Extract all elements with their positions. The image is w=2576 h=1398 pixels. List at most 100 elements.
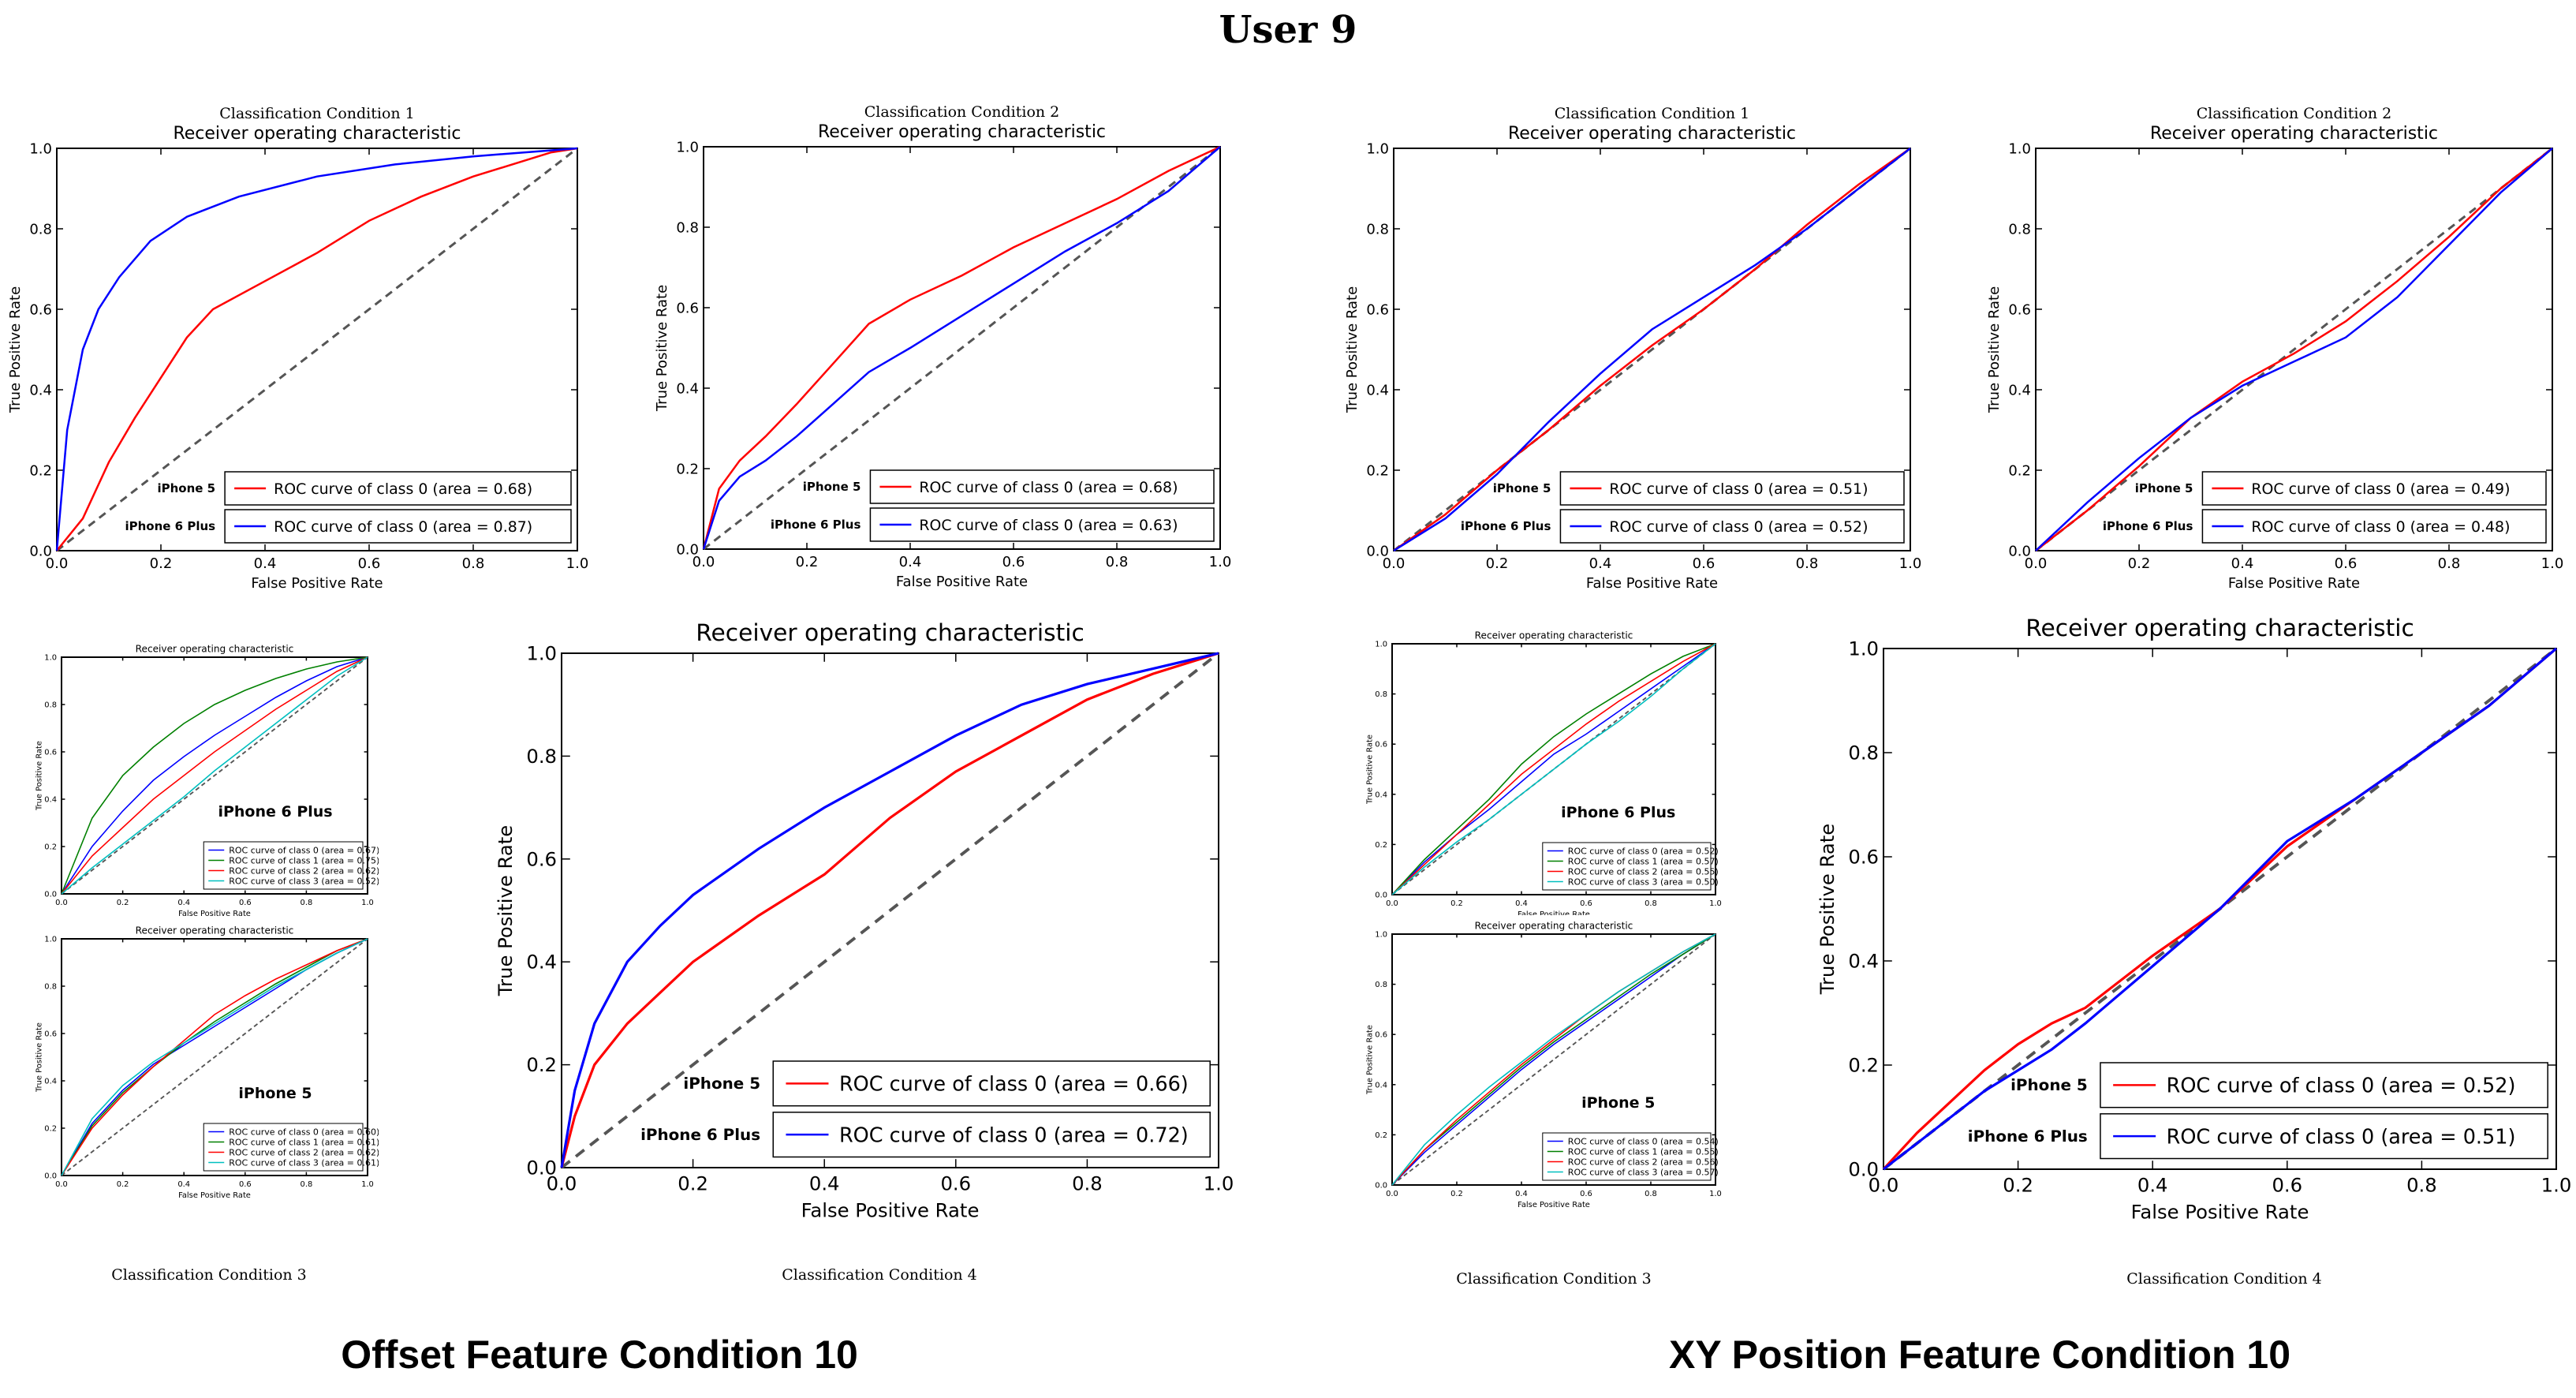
x-tick-label: 0.4 [177,1180,190,1189]
chance-diagonal [61,938,368,1176]
roc-curve-green [1391,933,1716,1186]
legend-entry: ROC curve of class 1 (area = 0.61) [229,1138,379,1148]
y-tick-label: 0.6 [29,301,52,318]
legend-box [1559,471,1905,506]
y-tick-label: 0.8 [1375,690,1387,699]
y-tick-label: 0.4 [1366,382,1389,398]
x-tick-label: 0.8 [462,555,485,572]
legend-entry: ROC curve of class 3 (area = 0.57) [1568,1168,1719,1178]
y-tick-label: 1.0 [1375,640,1387,649]
y-axis-label: True Positive Rate [1344,286,1361,413]
x-tick-label: 0.8 [2406,1173,2437,1196]
y-tick-label: 0.2 [526,1053,557,1076]
x-tick-label: 0.8 [1645,899,1657,908]
x-tick-label: 0.8 [301,1180,313,1189]
y-tick-label: 0.6 [1848,846,1879,869]
x-tick-label: 1.0 [1209,554,1232,570]
x-tick-label: 0.0 [693,554,715,570]
x-tick-label: 0.8 [301,899,313,907]
x-tick-label: 0.4 [899,554,922,570]
chart-suptitle: Classification Condition 2 [2197,105,2392,122]
chance-diagonal [703,145,1221,551]
y-tick-label: 0.8 [44,982,57,991]
chart-suptitle: Classification Condition 1 [219,105,415,122]
x-tick-label: 0.4 [1589,555,1612,572]
y-tick-label: 0.4 [526,951,557,974]
chart-suptitle: Classification Condition 1 [1555,105,1750,122]
chart-title: Receiver operating characteristic [1475,630,1633,641]
x-tick-label: 0.8 [1106,554,1129,570]
x-tick-label: 0.0 [46,555,69,572]
y-tick-label: 0.6 [44,748,57,757]
legend-box [224,471,572,506]
legend-entry: ROC curve of class 3 (area = 0.50) [1568,877,1719,888]
y-tick-label: 0.0 [1375,891,1387,899]
y-tick-label: 0.6 [1375,1031,1387,1040]
xy-condition-1-roc-chart: Classification Condition 1 Receiver opera… [1344,105,1921,592]
y-tick-label: 0.4 [2008,382,2031,398]
y-tick-label: 0.4 [29,382,52,398]
y-tick-label: 0.0 [44,1172,57,1180]
x-tick-label: 0.6 [1693,555,1715,572]
device-annotation: iPhone 6 Plus [1561,804,1675,821]
xy-condition-2-roc-chart: Classification Condition 2 Receiver opera… [1986,105,2563,592]
y-tick-label: 1.0 [44,653,57,662]
y-tick-label: 0.4 [1375,791,1387,799]
x-tick-label: 0.0 [1869,1173,1899,1196]
roc-curve-cyan [1391,643,1716,895]
y-tick-label: 0.8 [1375,981,1387,989]
y-tick-label: 0.4 [1848,950,1879,973]
roc-curve-red [2035,148,2553,551]
y-tick-label: 0.8 [676,219,699,236]
chance-diagonal [1391,643,1716,895]
y-tick-label: 0.2 [676,461,699,477]
y-tick-label: 0.2 [2008,462,2031,479]
x-axis-label: False Positive Rate [2228,575,2360,592]
device-annotation: iPhone 5 [1581,1094,1655,1112]
y-tick-label: 0.6 [1366,301,1389,318]
chart-title: Receiver operating characteristic [136,643,294,654]
xy-condition-3-iphone6plus-roc-chart: Receiver operating characteristic 0.0 0.2 0… [1365,630,1722,915]
legend-group-label: iPhone 5 [803,480,861,494]
x-tick-label: 0.2 [117,1180,129,1189]
chart-title: Receiver operating characteristic [136,925,294,936]
legend-entry: ROC curve of class 0 (area = 0.63) [919,517,1178,534]
legend-entry: ROC curve of class 2 (area = 0.62) [229,1148,379,1158]
chance-diagonal [56,147,578,552]
x-tick-label: 1.0 [361,1180,374,1189]
chance-diagonal [61,656,368,895]
x-tick-label: 0.4 [809,1172,840,1194]
offset-section-title: Offset Feature Condition 10 [341,1333,858,1377]
x-tick-label: 0.4 [177,899,190,907]
device-annotation: iPhone 5 [238,1085,312,1102]
x-tick-label: 0.4 [254,555,277,572]
y-tick-label: 0.4 [676,380,699,397]
legend-box [2201,471,2547,506]
y-tick-label: 0.8 [1366,221,1389,237]
roc-curve-red [61,656,368,895]
chart-suptitle: Classification Condition 2 [864,103,1060,121]
y-tick-label: 1.0 [2008,140,2031,157]
roc-curve-blue [1883,647,2558,1171]
page-title: User 9 [1219,8,1357,52]
y-tick-label: 0.6 [44,1030,57,1038]
legend-group-label: iPhone 6 Plus [1461,519,1551,533]
roc-curve-red [560,652,1219,1168]
legend-group-label: iPhone 6 Plus [1968,1127,2088,1146]
x-axis-label: False Positive Rate [251,575,383,592]
y-tick-label: 1.0 [676,139,699,155]
legend-entry: ROC curve of class 1 (area = 0.57) [1568,857,1719,867]
roc-curve-cyan [1391,933,1716,1186]
legend-entry: ROC curve of class 0 (area = 0.48) [2251,518,2510,536]
y-tick-label: 1.0 [44,935,57,944]
x-tick-label: 0.8 [1645,1190,1657,1198]
chart-title: Receiver operating characteristic [2025,615,2414,642]
legend-entry: ROC curve of class 0 (area = 0.52) [1568,847,1719,857]
x-tick-label: 0.0 [1383,555,1406,572]
x-tick-label: 0.2 [2128,555,2151,572]
x-tick-label: 0.2 [1450,1190,1463,1198]
x-tick-label: 0.6 [1580,1190,1592,1198]
legend-entry: ROC curve of class 3 (area = 0.61) [229,1158,379,1168]
x-tick-label: 0.6 [239,899,252,907]
x-tick-label: 0.6 [1580,899,1592,908]
